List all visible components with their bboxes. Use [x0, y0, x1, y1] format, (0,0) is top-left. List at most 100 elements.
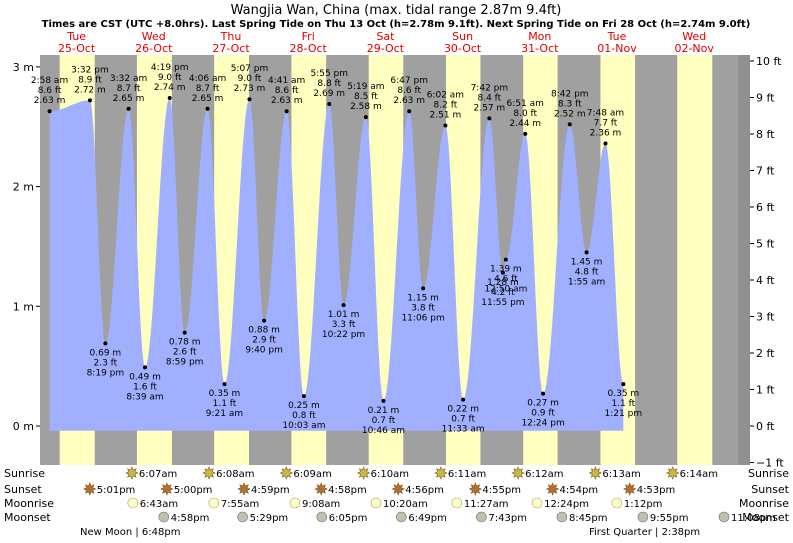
moonrise-icon	[127, 497, 139, 509]
right-tick-label: 8 ft	[756, 128, 775, 141]
tide-meters: 1.15 m	[407, 293, 439, 303]
sunrise-time: 6:14am	[680, 469, 718, 480]
moon-phase-label: First Quarter | 2:38pm	[589, 527, 700, 538]
day-label-dow: Fri	[302, 30, 315, 43]
moonrise-icon	[370, 497, 382, 509]
moonrise-time: 11:27am	[464, 499, 509, 510]
moonset-icon	[237, 511, 248, 523]
day-label-dow: Tue	[66, 30, 86, 43]
moonset-icon	[396, 511, 407, 523]
tide-feet: 9.0 ft	[238, 74, 262, 84]
tide-time: 3:32 pm	[71, 65, 109, 75]
tide-meters: 2.44 m	[509, 119, 541, 129]
tide-meters: 2.63 m	[34, 96, 66, 106]
tide-point	[247, 97, 252, 102]
astro-row-label-right: Moonset	[742, 511, 789, 524]
tide-point	[443, 123, 448, 128]
tide-meters: 2.63 m	[271, 96, 303, 106]
right-tick-label: 6 ft	[756, 201, 775, 214]
tide-point	[500, 270, 505, 275]
astro-row-label-right: Moonrise	[739, 497, 789, 510]
sunset-time: 4:53pm	[637, 485, 676, 496]
tide-time: 12:50 am	[484, 285, 527, 295]
tide-time: 1:21 pm	[605, 409, 643, 419]
moonset-icon	[637, 511, 649, 523]
day-label-dow: Wed	[682, 30, 706, 43]
tide-point	[421, 286, 426, 291]
tide-feet: 0.7 ft	[451, 415, 475, 425]
tide-point	[284, 109, 289, 114]
tide-point	[603, 141, 608, 146]
tide-time: 10:03 am	[282, 421, 325, 431]
tide-labels: 2:58 am8.6 ft2.63 m0.69 m2.3 ft8:19 pm3:…	[31, 63, 642, 436]
right-tick-label: 9 ft	[756, 92, 775, 105]
tide-time: 9:40 pm	[245, 346, 283, 356]
tide-point	[381, 398, 386, 403]
tide-feet: 8.6 ft	[38, 86, 62, 96]
sunrise-icon	[511, 466, 525, 480]
tide-feet: 8.3 ft	[558, 99, 582, 109]
tide-meters: 2.57 m	[474, 103, 506, 113]
moonrise-icon	[531, 497, 543, 509]
right-axis-bar	[738, 55, 750, 465]
moonset-icon	[718, 511, 730, 523]
tide-time: 5:07 pm	[231, 64, 269, 74]
tide-point	[301, 394, 306, 399]
tide-point	[541, 391, 546, 396]
moonrise-icon	[208, 497, 220, 509]
tide-feet: 8.6 ft	[275, 86, 299, 96]
tide-feet: 8.7 ft	[117, 84, 141, 94]
moonrise-time: 1:12pm	[624, 499, 663, 510]
moonrise-time: 7:55am	[221, 499, 259, 510]
sunset-time: 5:00pm	[174, 485, 213, 496]
tide-point	[461, 397, 466, 402]
tide-feet: 8.6 ft	[397, 86, 421, 96]
tide-feet: 3.8 ft	[411, 303, 435, 313]
tide-point	[567, 122, 572, 127]
left-tick-label: 3 m	[13, 61, 34, 74]
tide-feet: 8.5 ft	[354, 92, 378, 102]
sunrise-icon	[125, 466, 139, 480]
tide-feet: 8.0 ft	[513, 109, 537, 119]
tide-time: 4:06 am	[189, 74, 226, 84]
tide-time: 7:42 pm	[471, 83, 509, 93]
tide-meters: 0.22 m	[447, 405, 479, 415]
tide-time: 6:51 am	[507, 99, 544, 109]
sunset-time: 4:55pm	[482, 485, 521, 496]
astro-row-label-right: Sunrise	[748, 467, 789, 480]
tide-feet: 7.7 ft	[594, 119, 618, 129]
right-tick-label: 0 ft	[756, 420, 775, 433]
day-label-dow: Sun	[452, 30, 473, 43]
tide-point	[327, 102, 332, 107]
moonset-icon	[158, 511, 170, 523]
tide-time: 7:48 am	[587, 109, 624, 119]
tide-meters: 2.36 m	[590, 129, 622, 139]
tide-point	[182, 330, 187, 335]
tide-point	[167, 96, 172, 101]
moonrise-icon	[289, 497, 301, 509]
tide-time: 8:42 pm	[551, 89, 589, 99]
day-label-date: 28-Oct	[290, 42, 328, 55]
tide-meters: 0.88 m	[248, 326, 280, 336]
night-band	[712, 55, 740, 465]
tide-point	[523, 131, 528, 136]
tide-feet: 8.8 ft	[317, 79, 341, 89]
tide-point	[47, 109, 52, 114]
tide-time: 6:47 pm	[390, 76, 428, 86]
sunrise-icon	[202, 466, 216, 480]
sunrise-time: 6:09am	[293, 469, 331, 480]
tide-meters: 2.58 m	[350, 102, 382, 112]
sunrise-time: 6:11am	[448, 469, 486, 480]
left-tick-label: 1 m	[13, 300, 34, 313]
sunrise-time: 6:07am	[139, 469, 177, 480]
moonset-time: 11:08pm	[731, 513, 776, 524]
moonrise-time: 6:43am	[140, 499, 178, 510]
tide-point	[407, 109, 412, 114]
moonset-time: 5:29pm	[250, 513, 289, 524]
tide-time: 3:32 am	[110, 74, 147, 84]
moonset-time: 6:49pm	[408, 513, 447, 524]
astro-row-label-left: Moonset	[4, 511, 51, 524]
sunset-icon	[160, 482, 174, 496]
